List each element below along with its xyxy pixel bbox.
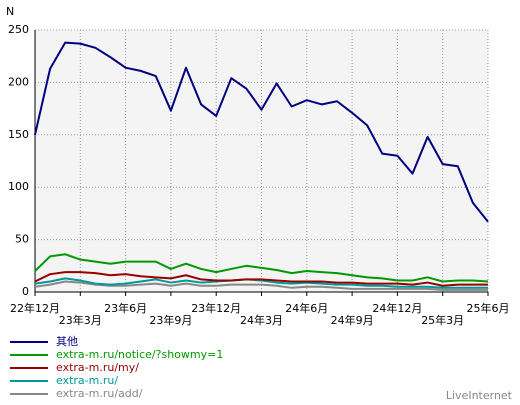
y-tick-label: 250 xyxy=(8,23,29,36)
legend-label: extra-m.ru/ xyxy=(56,374,118,387)
x-tick-label: 25年3月 xyxy=(421,313,464,327)
series-line xyxy=(34,277,488,289)
x-tick-label: 24年3月 xyxy=(240,313,283,327)
legend-label: extra-m.ru/my/ xyxy=(56,361,139,374)
x-tick-label: 23年12月 xyxy=(191,301,241,315)
y-tick-label: 0 xyxy=(22,285,29,298)
series-line xyxy=(34,280,488,291)
y-tick-label: 150 xyxy=(8,128,29,141)
y-tick-label: 200 xyxy=(8,75,29,88)
y-tick-label: 100 xyxy=(8,180,29,193)
x-tick-label: 23年9月 xyxy=(149,313,192,327)
x-tick-label: 22年12月 xyxy=(10,301,60,315)
series-line xyxy=(34,271,488,287)
y-tick-label: 50 xyxy=(15,233,29,246)
x-tick-label: 24年12月 xyxy=(372,301,422,315)
plot-area xyxy=(35,30,488,292)
legend-label: extra-m.ru/add/ xyxy=(56,387,143,400)
watermark: LiveInternet xyxy=(446,389,513,402)
legend-label: 其他 xyxy=(56,335,78,348)
x-tick-label: 24年9月 xyxy=(331,313,374,327)
series-line xyxy=(34,253,489,283)
x-tick-label: 25年6月 xyxy=(467,301,510,315)
series-line xyxy=(34,41,489,223)
x-tick-label: 23年6月 xyxy=(104,301,147,315)
legend-label: extra-m.ru/notice/?showmy=1 xyxy=(56,348,223,361)
x-tick-label: 23年3月 xyxy=(59,313,102,327)
y-axis-label: N xyxy=(6,5,14,18)
x-tick-label: 24年6月 xyxy=(285,301,328,315)
